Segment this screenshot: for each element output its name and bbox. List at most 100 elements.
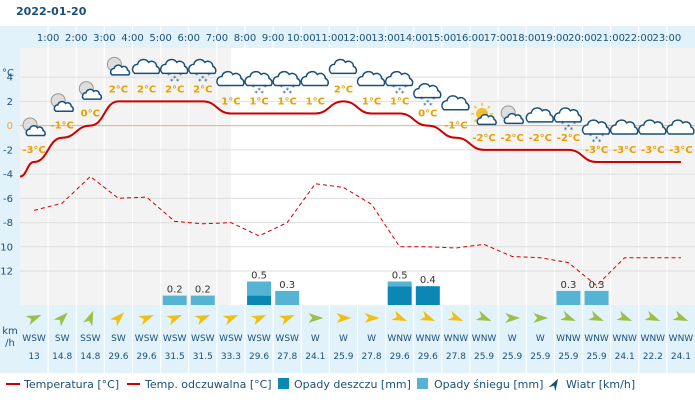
snowflake: *: [589, 132, 593, 140]
cloud-icon: [216, 70, 245, 87]
wind-arrow-icon: [222, 314, 239, 326]
cloud-icon: [609, 119, 639, 135]
cloud-snow-icon: * * ** *: [581, 119, 611, 146]
wind-arrow-icon: [391, 310, 408, 322]
moon-cloud-icon: [500, 105, 524, 125]
wind-dir-label: WNW: [416, 334, 441, 344]
legend-temperature: Temperatura [°C]: [23, 378, 119, 391]
legend-snow: Opady śniegu [mm]: [434, 378, 543, 391]
snow-bar: [584, 290, 609, 305]
hour-label: 12:00: [343, 33, 372, 44]
wind-arrow-icon: [83, 310, 94, 327]
wind-unit-km: km: [2, 326, 18, 337]
snowflake: *: [198, 77, 202, 85]
precip-label: 0.5: [251, 271, 267, 282]
snow-bar: [556, 290, 581, 305]
wind-arrow-icon: [505, 313, 521, 323]
precip-label: 0.3: [560, 280, 576, 291]
sun-ray: [487, 105, 491, 109]
snowflake: *: [567, 123, 571, 131]
y-tick-label: 4: [7, 73, 13, 84]
y-tick-label: -8: [3, 218, 13, 229]
arrow-shape: [222, 314, 239, 326]
moon-cloud-icon: [78, 81, 103, 100]
wind-dir-label: WNW: [444, 334, 469, 344]
wind-arrow-icon: [533, 313, 549, 323]
arrow-shape: [250, 314, 267, 326]
cloud-snow-icon: * * ** *: [188, 58, 217, 85]
wind-dir-label: SSW: [80, 334, 100, 344]
hour-label: 16:00: [456, 33, 485, 44]
temp-label: 1°C: [362, 96, 381, 107]
legend-wind: Wiatr [km/h]: [566, 378, 635, 391]
temp-label: 0°C: [81, 109, 100, 120]
cloud-shape: [356, 70, 386, 87]
temp-label: -1°C: [444, 121, 467, 132]
wind-dir-label: WNW: [472, 334, 497, 344]
hour-label: 2:00: [65, 33, 87, 44]
cloud-shape: [581, 119, 611, 135]
arrow-shape: [278, 314, 295, 326]
wind-dir-label: W: [311, 334, 320, 344]
temp-label: -3°C: [22, 145, 45, 156]
arrow-shape: [25, 314, 42, 326]
snowflake: *: [423, 102, 427, 110]
cloud-shape: [272, 70, 301, 87]
cloud-shape: [525, 107, 554, 123]
cloud-shape: [131, 58, 161, 75]
wind-arrow-icon: [419, 310, 436, 322]
wind-dir-label: WNW: [669, 334, 694, 344]
cloud-shape: [300, 70, 329, 87]
cloud-shape: [666, 119, 695, 135]
temp-label: -2°C: [529, 133, 552, 144]
cloud-snow-icon: * * ** *: [413, 83, 442, 110]
y-tick-label: 0: [7, 121, 13, 132]
cloud-shape: [638, 119, 667, 135]
wind-dir-label: WNW: [584, 334, 609, 344]
snowflake: *: [176, 77, 180, 85]
arrow-shape: [588, 310, 604, 322]
cloud-shape: [53, 100, 74, 112]
legend-rain-swatch: [278, 378, 289, 389]
y-axis-band: [0, 26, 20, 373]
cloud-icon: [356, 70, 386, 87]
wind-speed-label: 29.6: [390, 352, 410, 362]
cloud-shape: [503, 112, 524, 125]
precip-label: 0.5: [392, 271, 408, 282]
temp-label: 1°C: [390, 96, 409, 107]
wind-arrow-icon: [672, 310, 689, 322]
arrow-shape: [475, 310, 492, 322]
temp-label: 1°C: [278, 96, 297, 107]
wind-unit-h: /h: [5, 338, 15, 349]
rain-bar: [247, 295, 272, 305]
wind-speed-label: 25.9: [333, 352, 353, 362]
cloud-shape: [441, 95, 470, 111]
wind-speed-label: 25.9: [558, 352, 578, 362]
temp-label: 2°C: [334, 84, 353, 95]
wind-speed-label: 25.9: [502, 352, 522, 362]
wind-dir-label: WSW: [275, 334, 299, 344]
wind-speed-label: 29.6: [249, 352, 269, 362]
hour-label: 15:00: [427, 33, 456, 44]
snowflake: *: [167, 71, 171, 79]
wind-arrow-icon: [138, 314, 154, 326]
snowflake: *: [279, 83, 283, 91]
y-tick-label: -6: [3, 194, 13, 205]
snowflake: *: [432, 96, 436, 104]
temp-label: -2°C: [500, 133, 523, 144]
hour-label: 22:00: [624, 33, 653, 44]
wind-arrow-icon: [250, 314, 267, 326]
hour-label: 10:00: [287, 33, 316, 44]
wind-arrow-icon: [364, 313, 380, 323]
temp-label: -3°C: [585, 145, 608, 156]
snowflake: *: [592, 138, 596, 146]
snowflake: *: [564, 126, 568, 134]
wind-speed-label: 27.8: [277, 352, 297, 362]
legend-feels-like: Temp. odczuwalna [°C]: [144, 378, 272, 391]
temp-label: 1°C: [249, 96, 268, 107]
hour-label: 1:00: [37, 33, 59, 44]
cloud-shape: [159, 58, 189, 75]
legend-snow-swatch: [417, 378, 428, 389]
snowflake: *: [257, 86, 261, 94]
arrow-shape: [560, 310, 576, 322]
